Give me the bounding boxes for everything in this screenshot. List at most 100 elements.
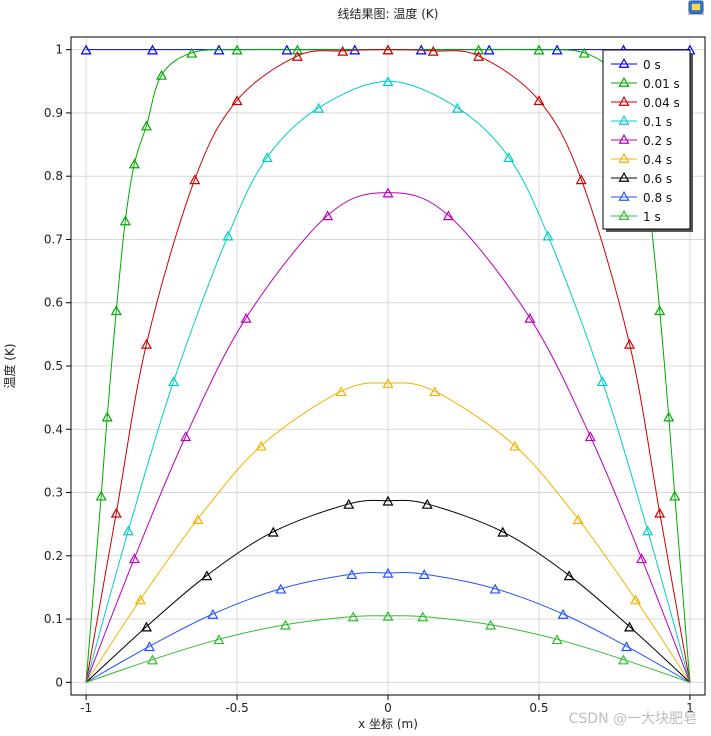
data-point: [630, 594, 642, 605]
data-point: [322, 210, 334, 221]
data-point: [335, 386, 347, 397]
data-point: [186, 47, 198, 58]
legend-marker: [618, 171, 630, 182]
data-point: [533, 95, 545, 106]
data-point: [255, 440, 267, 451]
series-line: [85, 615, 691, 683]
legend-marker: [618, 209, 630, 220]
plot-frame: [70, 36, 706, 696]
data-point: [509, 440, 521, 451]
series-9: [85, 610, 691, 683]
data-point: [279, 619, 291, 630]
data-point: [213, 634, 225, 645]
series-group: [80, 44, 696, 683]
data-point: [275, 583, 287, 594]
x-axis-label: x 坐标 (m): [358, 717, 418, 731]
y-tick-label: 0.7: [44, 232, 63, 246]
data-point: [189, 174, 201, 185]
legend-label: 0.01 s: [643, 77, 680, 91]
x-tick-label: 0.5: [529, 701, 548, 715]
data-point: [346, 569, 358, 579]
data-point: [337, 45, 349, 56]
data-point: [382, 610, 394, 621]
data-point: [669, 490, 681, 501]
y-tick-label: 0.1: [44, 612, 63, 626]
legend-marker: [618, 57, 630, 68]
data-point: [140, 621, 152, 632]
legend-marker: [618, 133, 630, 144]
data-point: [421, 498, 433, 509]
data-point: [231, 95, 243, 106]
legend-item: 1 s: [611, 209, 661, 224]
data-point: [343, 498, 355, 509]
data-point: [101, 411, 113, 422]
y-tick-label: 0.4: [44, 422, 63, 436]
data-point: [261, 152, 273, 163]
data-point: [382, 567, 394, 578]
data-point: [382, 495, 394, 506]
data-point: [156, 69, 168, 80]
data-point: [489, 583, 501, 594]
image-export-icon[interactable]: [687, 0, 705, 16]
x-tick-label: -1: [80, 701, 92, 715]
data-point: [143, 641, 156, 652]
y-axis-label: 温度 (K): [2, 343, 17, 388]
legend-item: 0.1 s: [611, 114, 672, 129]
series-line: [85, 572, 691, 683]
axis-ticks: -1 -0.5 0 0.5 1 0 0.1 0.2 0.3 0.4 0.5 0.6 0.7 0.8 0.9 1: [44, 43, 694, 715]
data-point: [654, 507, 666, 518]
legend-label: 0.04 s: [643, 96, 680, 110]
data-point: [636, 553, 648, 564]
data-point: [473, 44, 485, 55]
data-point: [551, 634, 563, 645]
legend-marker: [618, 114, 630, 125]
data-point: [382, 377, 394, 388]
data-point: [222, 230, 234, 241]
series-line: [85, 192, 691, 683]
data-point: [578, 47, 590, 58]
data-point: [134, 594, 146, 605]
series-4: [85, 76, 691, 683]
data-point: [207, 608, 219, 619]
data-point: [95, 490, 107, 501]
legend-item: 0.01 s: [611, 76, 680, 91]
chart-title: 线结果图: 温度 (K): [338, 6, 439, 21]
data-point: [267, 526, 279, 537]
data-point: [654, 305, 666, 316]
series-5: [85, 187, 691, 683]
y-tick-label: 0.9: [44, 106, 63, 120]
data-point: [485, 619, 497, 630]
legend-label: 0.1 s: [643, 115, 672, 129]
legend-label: 0 s: [643, 58, 661, 72]
data-point: [140, 120, 152, 131]
data-point: [231, 44, 243, 55]
data-point: [642, 525, 654, 536]
data-point: [168, 376, 180, 387]
data-point: [418, 569, 430, 579]
data-point: [417, 611, 429, 622]
legend-item: 0.2 s: [611, 133, 672, 148]
data-point: [140, 338, 152, 349]
data-point: [429, 386, 441, 397]
data-point: [122, 525, 134, 536]
data-point: [575, 174, 587, 185]
data-point: [557, 608, 569, 619]
y-tick-label: 1: [55, 43, 63, 57]
data-point: [382, 44, 394, 55]
data-point: [451, 102, 463, 113]
legend: 0 s 0.01 s 0.04 s 0.1 s 0.2 s 0.4 s 0.6 s 0.8 s…: [602, 49, 693, 232]
data-point: [617, 654, 630, 665]
legend-marker: [618, 152, 630, 163]
data-point: [110, 305, 122, 316]
legend-label: 1 s: [643, 210, 661, 224]
y-tick-label: 0.5: [44, 359, 63, 373]
data-point: [382, 76, 394, 87]
data-point: [624, 621, 636, 632]
series-line: [85, 80, 691, 683]
legend-label: 0.2 s: [643, 134, 672, 148]
grid: [71, 37, 705, 695]
legend-item: 0.6 s: [611, 171, 672, 186]
legend-marker: [618, 190, 630, 201]
legend-item: 0.8 s: [611, 190, 672, 205]
